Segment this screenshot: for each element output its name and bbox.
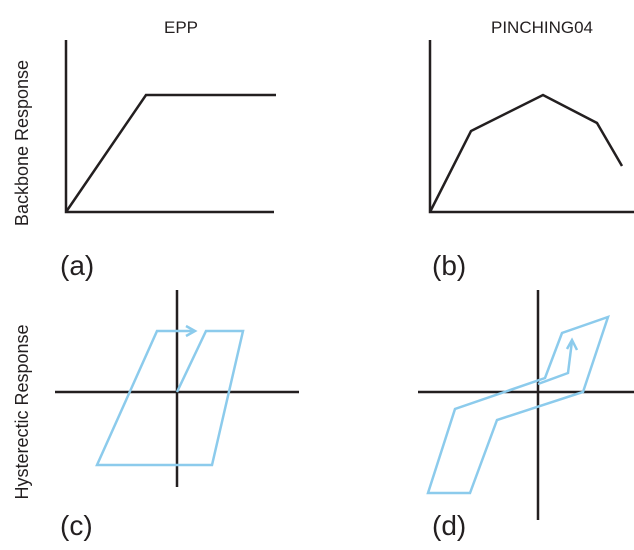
- row-title: Hysterectic Response: [12, 324, 32, 499]
- panel-label: (d): [432, 510, 466, 541]
- panel-label: (a): [60, 250, 94, 281]
- hysteresis-loop: [537, 340, 574, 386]
- axes: [418, 290, 634, 520]
- axes: [428, 40, 634, 214]
- axes: [55, 290, 299, 487]
- hysteresis-loop: [426, 314, 610, 495]
- column-title: PINCHING04: [491, 18, 593, 37]
- backbone-curve: [428, 93, 624, 213]
- row-title: Backbone Response: [12, 60, 32, 226]
- hysteresis-loop: [95, 329, 245, 467]
- panel-label: (b): [432, 250, 466, 281]
- axes: [64, 40, 274, 214]
- arrow-head: [565, 337, 579, 351]
- panel-label: (c): [60, 510, 93, 541]
- backbone-curve: [64, 93, 276, 213]
- column-title: EPP: [164, 18, 198, 37]
- arrow-head: [185, 324, 198, 338]
